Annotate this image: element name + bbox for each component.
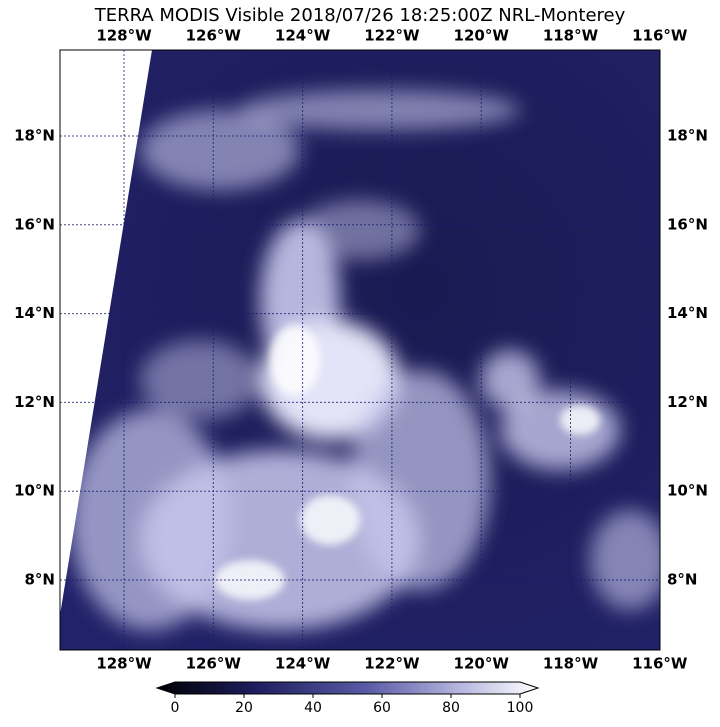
- lat-label-right: 18°N: [667, 127, 708, 145]
- colorbar-tick-label: 0: [171, 700, 180, 716]
- lon-label-top: 124°W: [275, 27, 331, 45]
- lon-label-bottom: 116°W: [632, 655, 688, 673]
- lon-label-top: 118°W: [543, 27, 599, 45]
- lat-label-left: 10°N: [14, 482, 55, 500]
- colorbar-tick-label: 80: [442, 700, 460, 716]
- colorbar: [155, 681, 540, 695]
- lon-label-top: 126°W: [186, 27, 242, 45]
- lat-label-left: 18°N: [14, 127, 55, 145]
- colorbar-tick-label: 40: [304, 700, 322, 716]
- lon-label-bottom: 126°W: [186, 655, 242, 673]
- lat-label-right: 8°N: [667, 571, 698, 589]
- lat-label-right: 14°N: [667, 304, 708, 322]
- lon-label-top: 128°W: [96, 27, 152, 45]
- lon-label-bottom: 124°W: [275, 655, 331, 673]
- title: TERRA MODIS Visible 2018/07/26 18:25:00Z…: [94, 5, 626, 26]
- lon-label-top: 116°W: [632, 27, 688, 45]
- lon-label-bottom: 122°W: [364, 655, 420, 673]
- lat-label-right: 10°N: [667, 482, 708, 500]
- map-frame: [59, 49, 661, 651]
- lon-label-top: 122°W: [364, 27, 420, 45]
- lat-label-right: 12°N: [667, 393, 708, 411]
- colorbar-tick-label: 20: [235, 700, 253, 716]
- satellite-image: [60, 50, 660, 650]
- colorbar-tick-label: 60: [373, 700, 391, 716]
- lon-label-bottom: 120°W: [454, 655, 510, 673]
- lon-label-top: 120°W: [454, 27, 510, 45]
- lat-label-left: 14°N: [14, 304, 55, 322]
- lat-label-left: 16°N: [14, 215, 55, 233]
- lat-label-left: 8°N: [25, 571, 56, 589]
- lon-label-bottom: 118°W: [543, 655, 599, 673]
- lon-label-bottom: 128°W: [96, 655, 152, 673]
- lat-label-left: 12°N: [14, 393, 55, 411]
- lat-label-right: 16°N: [667, 215, 708, 233]
- colorbar-tick-label: 100: [507, 700, 534, 716]
